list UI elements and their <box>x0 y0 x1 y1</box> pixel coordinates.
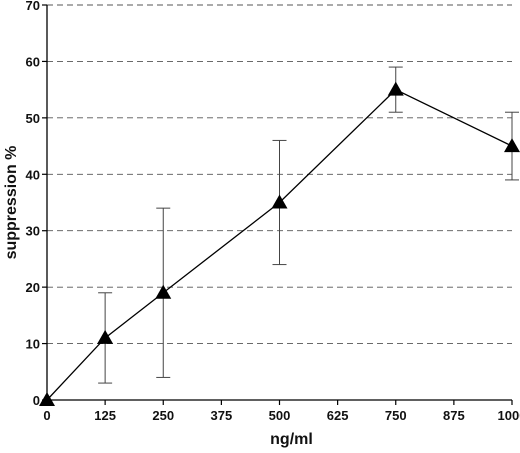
x-tick-label-250: 250 <box>152 408 174 423</box>
ticks-layer: 0 10 20 30 40 50 60 70 0 125 250 375 500 625 750 875 100… <box>26 0 520 423</box>
error-bars <box>98 66 519 384</box>
data-markers <box>39 81 520 406</box>
data-point-1000 <box>504 138 520 153</box>
x-tick-label-625: 625 <box>327 408 349 423</box>
x-tick-label-0: 0 <box>43 408 50 423</box>
x-tick-label-750: 750 <box>385 408 407 423</box>
data-point-750 <box>387 81 404 96</box>
y-tick-label-70: 70 <box>26 0 40 13</box>
y-tick-label-10: 10 <box>26 337 40 352</box>
x-tick-label-125: 125 <box>94 408 116 423</box>
x-tick-label-500: 500 <box>269 408 291 423</box>
x-tick-label-875: 875 <box>443 408 465 423</box>
y-tick-label-40: 40 <box>26 167 40 182</box>
data-point-125 <box>97 329 114 344</box>
x-tick-label-1000: 1000 <box>498 408 520 423</box>
data-point-250 <box>155 284 172 299</box>
y-tick-label-0: 0 <box>33 393 40 408</box>
x-axis-title: ng/ml <box>270 431 313 448</box>
y-tick-label-20: 20 <box>26 280 40 295</box>
y-tick-label-30: 30 <box>26 224 40 239</box>
data-point-0 <box>39 392 55 406</box>
y-axis-title: suppression % <box>3 146 20 260</box>
y-tick-label-50: 50 <box>26 111 40 126</box>
y-tick-label-60: 60 <box>26 54 40 69</box>
series-line <box>46 88 513 401</box>
x-tick-label-375: 375 <box>211 408 233 423</box>
data-point-500 <box>271 194 288 209</box>
